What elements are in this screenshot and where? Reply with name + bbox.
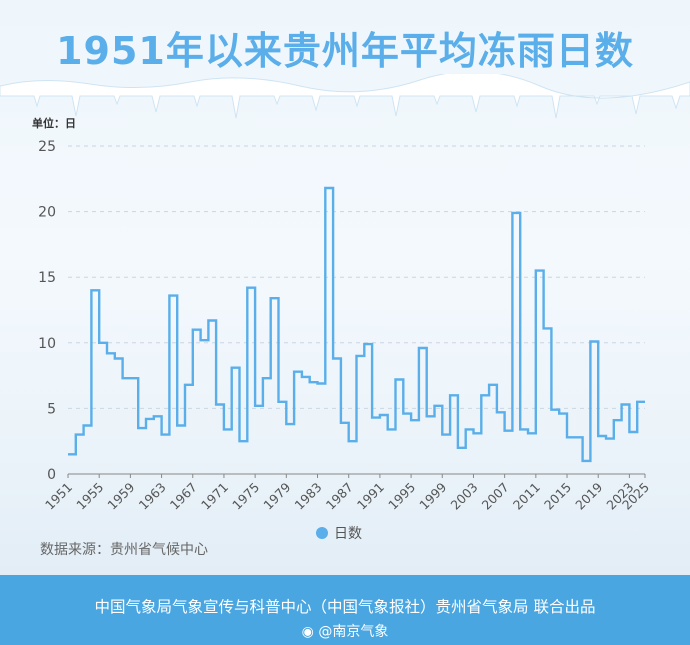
x-tick-label: 1983 <box>292 480 325 513</box>
x-tick-label: 2003 <box>447 480 480 513</box>
x-tick-label: 1991 <box>354 480 387 513</box>
x-tick-label: 2011 <box>510 480 543 513</box>
y-tick-label: 0 <box>47 467 56 483</box>
x-tick-label: 2007 <box>479 480 512 513</box>
x-tick-label: 1971 <box>198 480 231 513</box>
x-tick-label: 1999 <box>416 479 449 512</box>
y-tick-label: 10 <box>38 336 56 352</box>
footer-banner: 中国气象局气象宣传与科普中心（中国气象报社）贵州省气象局 联合出品 ◉ @南京气… <box>0 575 690 645</box>
legend-marker <box>316 527 328 539</box>
x-tick-label: 2019 <box>572 479 605 512</box>
data-source: 数据来源：贵州省气候中心 <box>40 542 208 558</box>
weibo-handle-text: @南京气象 <box>318 624 389 640</box>
x-tick-label: 1955 <box>73 480 106 513</box>
series-line <box>68 186 645 463</box>
x-tick-label: 1951 <box>42 480 75 513</box>
x-tick-label: 1995 <box>385 480 418 513</box>
x-tick-label: 1975 <box>229 480 262 513</box>
x-tick-label: 1963 <box>136 480 169 513</box>
x-tick-label: 1987 <box>323 480 356 513</box>
chart-area: 单位：日051015202519511955195919631967197119… <box>32 116 652 542</box>
x-tick-label: 1979 <box>260 479 293 512</box>
footer-publisher: 中国气象局气象宣传与科普中心（中国气象报社）贵州省气象局 联合出品 <box>94 598 596 616</box>
y-tick-label: 5 <box>47 401 56 417</box>
x-tick-label: 1967 <box>167 480 200 513</box>
y-tick-label: 25 <box>38 139 56 155</box>
footer-weibo-handle: ◉ @南京气象 <box>0 621 690 641</box>
legend-label: 日数 <box>334 526 362 542</box>
page-title: 1951年以来贵州年平均冻雨日数 <box>56 29 634 73</box>
y-tick-label: 20 <box>38 205 56 221</box>
y-tick-label: 15 <box>38 270 56 286</box>
icicle-decoration <box>0 74 690 119</box>
unit-label: 单位：日 <box>32 116 76 130</box>
x-tick-label: 2015 <box>541 480 574 513</box>
weibo-icon: ◉ <box>301 624 319 640</box>
x-tick-label: 1959 <box>104 479 137 512</box>
